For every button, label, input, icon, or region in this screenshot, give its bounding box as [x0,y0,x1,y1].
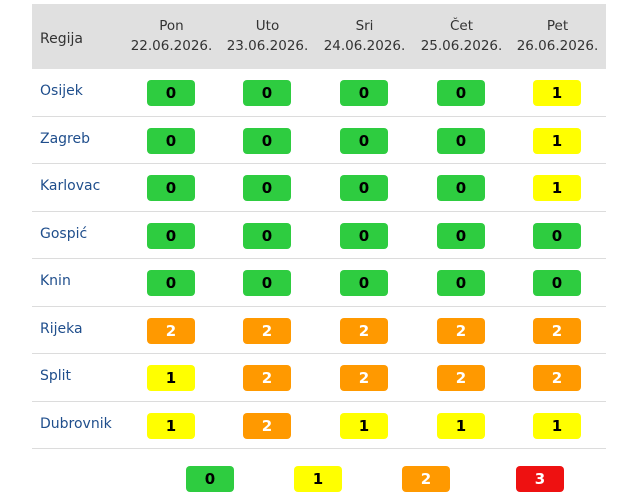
warning-level-badge: 0 [243,270,291,296]
warning-level-badge: 0 [340,270,388,296]
warning-level-badge: 1 [147,365,195,391]
warning-level-badge: 2 [147,317,195,344]
warning-level-badge: 2 [340,317,388,344]
table-row: Gospić 0 0 0 0 0 [32,212,606,259]
region-name[interactable]: Knin [40,273,71,289]
day-column-header: Pon 22.06.2026. [123,16,220,56]
day-name: Pon [159,18,184,34]
legend: 0 1 2 3 [0,466,640,496]
legend-level-badge: 2 [402,466,450,492]
day-date: 22.06.2026. [130,38,213,54]
warning-level-badge: 1 [533,412,581,439]
warning-level-badge: 0 [340,175,388,201]
warning-level-badge: 0 [533,270,581,296]
day-column-header: Sri 24.06.2026. [316,16,413,56]
region-name[interactable]: Rijeka [40,320,83,337]
warning-level-badge: 0 [437,80,485,106]
warning-level-badge: 1 [340,412,388,439]
warning-level-badge: 2 [533,317,581,344]
table-row: Osijek 0 0 0 0 1 [32,69,606,117]
region-name[interactable]: Split [40,368,72,384]
warning-level-badge: 1 [437,412,485,439]
warning-level-badge: 0 [147,175,195,201]
day-column-header: Uto 23.06.2026. [219,16,316,56]
warning-level-badge: 0 [340,127,388,154]
warning-level-badge: 2 [243,365,291,391]
region-name[interactable]: Osijek [40,83,83,99]
day-column-header: Pet 26.06.2026. [509,16,606,56]
day-date: 26.06.2026. [516,38,599,54]
warning-level-badge: 2 [243,412,291,439]
warning-level-badge: 2 [533,365,581,391]
region-name[interactable]: Zagreb [40,130,91,147]
table-row: Knin 0 0 0 0 0 [32,259,606,307]
warning-level-badge: 0 [340,222,388,249]
day-date: 23.06.2026. [226,38,309,54]
region-name[interactable]: Dubrovnik [40,415,112,432]
day-name: Čet [449,18,474,34]
warning-level-badge: 2 [243,317,291,344]
warning-level-badge: 2 [437,365,485,391]
table-row: Split 1 2 2 2 2 [32,354,606,402]
legend-level-badge: 0 [186,466,234,492]
warning-level-badge: 0 [243,127,291,154]
table-row: Karlovac 0 0 0 0 1 [32,164,606,212]
warning-level-badge: 0 [533,222,581,249]
warning-level-badge: 0 [243,175,291,201]
warning-level-badge: 0 [243,222,291,249]
table-row: Zagreb 0 0 0 0 1 [32,117,606,164]
legend-level-badge: 1 [294,466,342,492]
warning-level-badge: 2 [340,365,388,391]
legend-level-badge: 3 [516,466,564,492]
table-row: Rijeka 2 2 2 2 2 [32,307,606,354]
warning-level-badge: 0 [437,175,485,201]
warning-table: Regija Pon 22.06.2026. Uto 23.06.2026. S… [32,4,606,449]
warning-level-badge: 0 [147,80,195,106]
day-name: Sri [355,18,374,34]
warning-level-badge: 0 [147,222,195,249]
table-header: Regija Pon 22.06.2026. Uto 23.06.2026. S… [32,4,606,69]
warning-level-badge: 0 [340,80,388,106]
table-body: Osijek 0 0 0 0 1 Zagreb 0 0 0 0 1 Karlovac 0 0 0 0 1 Gospi… [32,69,606,449]
warning-level-badge: 1 [533,80,581,106]
warning-level-badge: 1 [533,175,581,201]
region-name[interactable]: Karlovac [40,178,101,194]
warning-level-badge: 1 [147,412,195,439]
warning-level-badge: 0 [437,270,485,296]
warning-level-badge: 0 [437,222,485,249]
day-date: 25.06.2026. [420,38,503,54]
warning-level-badge: 0 [437,127,485,154]
warning-level-badge: 1 [533,127,581,154]
day-column-header: Čet 25.06.2026. [413,16,510,56]
warning-level-badge: 2 [437,317,485,344]
table-row: Dubrovnik 1 2 1 1 1 [32,402,606,449]
region-column-header: Regija [40,31,83,47]
day-date: 24.06.2026. [323,38,406,54]
warning-level-badge: 0 [147,127,195,154]
warning-level-badge: 0 [147,270,195,296]
region-name[interactable]: Gospić [40,225,88,242]
day-name: Pet [546,18,569,34]
day-name: Uto [255,18,280,34]
warning-level-badge: 0 [243,80,291,106]
